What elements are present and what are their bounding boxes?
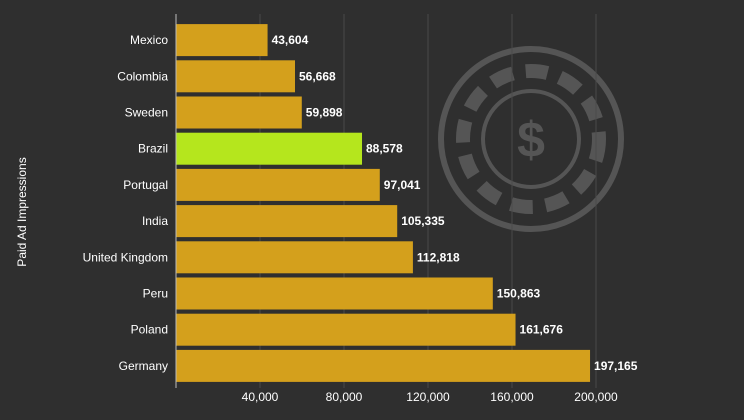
bars (176, 24, 591, 382)
category-label: Brazil (138, 142, 168, 156)
x-tick-label: 80,000 (326, 390, 363, 404)
watermark-inner-ring (481, 89, 581, 189)
labels: 40,000 80,000 120,000 160,000 200,000 Mexico 4… (83, 33, 638, 404)
category-label: Mexico (130, 33, 168, 47)
category-label: United Kingdom (83, 250, 168, 264)
category-label: India (142, 214, 168, 228)
bar-poland (176, 313, 516, 346)
category-label: Poland (131, 323, 168, 337)
value-label: 161,676 (520, 323, 564, 337)
value-label: 97,041 (384, 178, 421, 192)
bar-mexico (176, 24, 268, 57)
value-label: 105,335 (401, 214, 445, 228)
value-label: 112,818 (417, 250, 460, 264)
bar-sweden (176, 96, 302, 129)
casino-chip-watermark-icon: $ (438, 46, 624, 232)
watermark-dollar-glyph: $ (517, 112, 545, 168)
value-label: 197,165 (594, 359, 638, 373)
value-label: 56,668 (299, 69, 336, 83)
x-tick-label: 40,000 (242, 390, 279, 404)
bar-brazil (176, 132, 363, 165)
watermark-outer-ring (438, 46, 624, 232)
value-label: 59,898 (306, 106, 343, 120)
category-label: Portugal (123, 178, 168, 192)
bar-portugal (176, 168, 380, 201)
category-label: Colombia (117, 69, 168, 83)
bar-germany (176, 349, 591, 382)
bar-india (176, 205, 398, 238)
category-label: Germany (119, 359, 168, 373)
x-tick-label: 160,000 (490, 390, 534, 404)
value-label: 150,863 (497, 287, 541, 301)
value-label: 88,578 (366, 142, 403, 156)
bar-united-kingdom (176, 241, 413, 274)
watermark-chip-edge (456, 64, 606, 214)
category-label: Peru (143, 287, 168, 301)
bar-colombia (176, 60, 296, 93)
x-tick-label: 120,000 (406, 390, 450, 404)
y-axis-label: Paid Ad Impressions (15, 157, 29, 266)
value-label: 43,604 (272, 33, 309, 47)
bar-peru (176, 277, 493, 310)
x-tick-label: 200,000 (574, 390, 618, 404)
category-label: Sweden (125, 106, 168, 120)
